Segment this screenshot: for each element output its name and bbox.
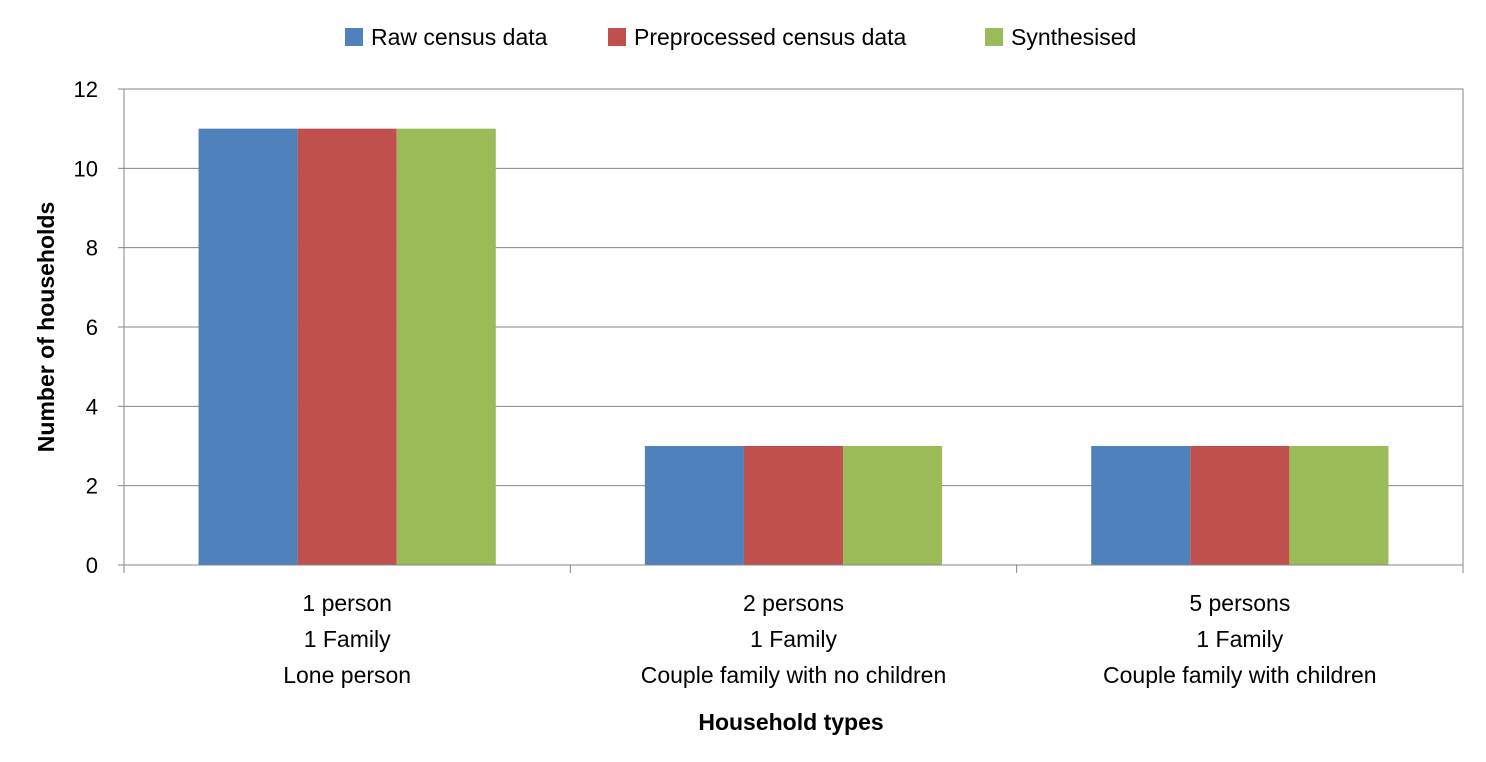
bar-3-3 <box>1289 446 1389 565</box>
x-category-label: Lone person <box>283 662 411 688</box>
y-tick-label: 4 <box>86 394 98 419</box>
legend-label-2: Preprocessed census data <box>634 24 907 50</box>
y-tick-label: 12 <box>74 77 98 102</box>
bar-1-1 <box>198 128 298 565</box>
x-category-label: 1 Family <box>304 626 391 652</box>
y-tick-label: 0 <box>86 553 98 578</box>
legend: Raw census data Preprocessed census data S… <box>345 24 1136 50</box>
bar-2-1 <box>297 128 397 565</box>
x-category-labels: 1 person 1 Family Lone person 2 persons 1 Fa… <box>283 590 1376 688</box>
y-tick-label: 10 <box>74 156 98 181</box>
legend-swatch-2 <box>608 28 626 46</box>
legend-label-1: Raw census data <box>371 24 548 50</box>
y-tick-label: 6 <box>86 315 98 340</box>
bar-3-1 <box>396 128 496 565</box>
legend-swatch-3 <box>985 28 1003 46</box>
legend-swatch-1 <box>345 28 363 46</box>
axes <box>118 88 1464 573</box>
legend-label-3: Synthesised <box>1011 24 1136 50</box>
bar-2-2 <box>743 446 844 565</box>
y-tick-label: 8 <box>86 236 98 261</box>
y-axis-title: Number of households <box>33 202 59 452</box>
bar-3-2 <box>843 446 943 565</box>
x-category-label: 5 persons <box>1189 590 1290 616</box>
x-category-label: Couple family with no children <box>641 662 947 688</box>
bar-1-2 <box>644 446 744 565</box>
y-tick-label: 2 <box>86 474 98 499</box>
bars <box>198 128 1389 565</box>
bar-1-3 <box>1091 446 1191 565</box>
x-category-label: 1 Family <box>1196 626 1283 652</box>
x-category-label: 1 person <box>302 590 392 616</box>
x-axis-title: Household types <box>698 709 883 735</box>
y-tick-labels: 0 2 4 6 8 10 12 <box>74 77 98 578</box>
x-category-label: 1 Family <box>750 626 837 652</box>
x-category-label: Couple family with children <box>1103 662 1377 688</box>
bar-2-3 <box>1190 446 1290 565</box>
x-category-label: 2 persons <box>743 590 844 616</box>
